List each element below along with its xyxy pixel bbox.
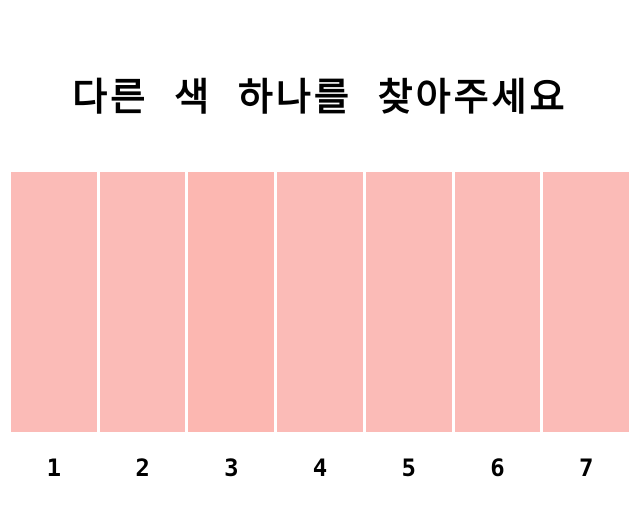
swatch-number-1: 1 — [46, 454, 62, 482]
swatch-number-5: 5 — [401, 454, 416, 482]
swatch-number-4: 4 — [312, 454, 328, 482]
color-swatch-7[interactable] — [543, 172, 630, 432]
swatch-number-2: 2 — [135, 454, 150, 482]
color-swatch-6[interactable] — [454, 172, 541, 432]
color-swatch-row — [11, 172, 630, 432]
color-swatch-3[interactable] — [188, 172, 275, 432]
color-swatch-2[interactable] — [99, 172, 186, 432]
swatch-number-3: 3 — [224, 454, 239, 482]
color-swatch-4[interactable] — [277, 172, 363, 432]
swatch-number-7: 7 — [578, 454, 594, 482]
color-swatch-1[interactable] — [11, 172, 97, 432]
game-title: 다른 색 하나를 찾아주세요 — [72, 75, 568, 119]
color-swatch-5[interactable] — [365, 172, 452, 432]
swatch-number-6: 6 — [490, 454, 505, 482]
swatch-label-row: 1 2 3 4 5 6 7 — [11, 454, 629, 482]
